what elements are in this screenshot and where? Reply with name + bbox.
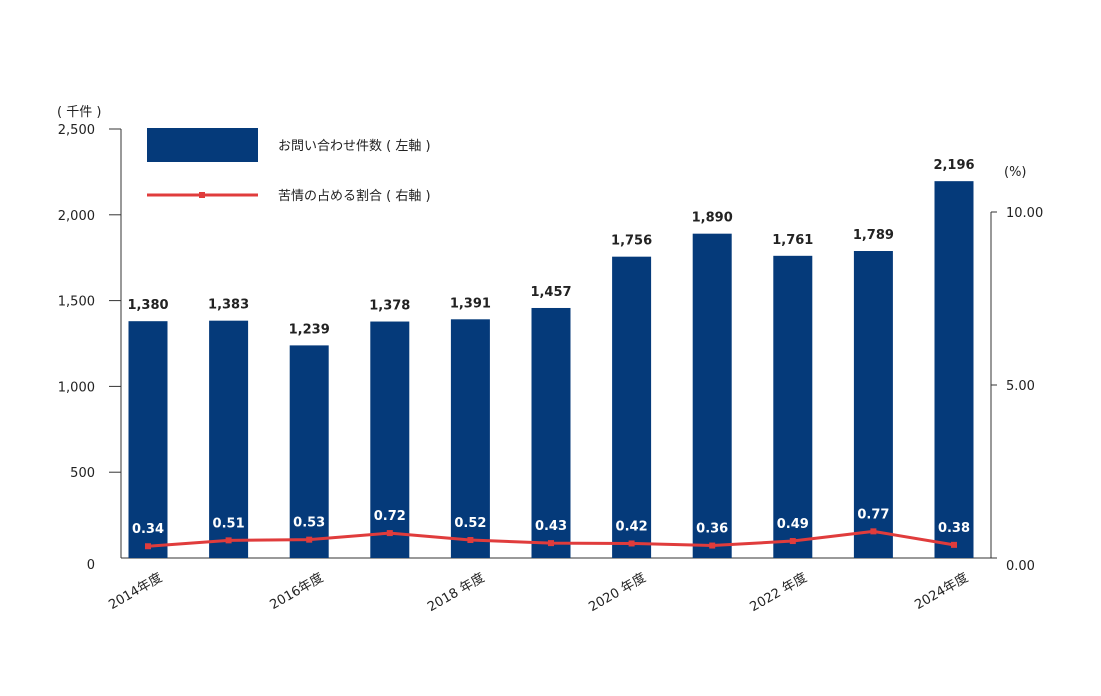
category-label: 2014年度 [106, 570, 165, 613]
line-value-label: 0.43 [535, 519, 567, 534]
legend-line-marker [199, 192, 205, 198]
bar [612, 256, 652, 558]
axes: 0 500 1,000 1,500 2,000 2,500 0.00 5.00 10.00 [58, 123, 1043, 574]
line-value-label: 0.49 [777, 517, 809, 532]
left-axis-unit: ( 千件 ) [57, 105, 101, 120]
bar [853, 251, 893, 558]
line-point [467, 537, 474, 544]
line-labels: 0.34 0.51 0.53 0.72 0.52 0.43 0.42 0.36 0.49 0.77… [132, 507, 970, 537]
line-point [386, 530, 393, 537]
line-point [145, 543, 151, 550]
bar-value-label: 1,391 [450, 296, 491, 311]
bar [289, 345, 329, 558]
bar [128, 321, 168, 558]
bar [450, 319, 490, 558]
bar-value-label: 1,761 [772, 233, 813, 248]
category-labels: 2014年度 2016年度 2018 年度 2020 年度 2022 年度 2024年度 [106, 570, 971, 615]
category-label: 2018 年度 [425, 570, 488, 615]
right-tick-label: 5.00 [1006, 379, 1035, 394]
bar-value-label: 1,383 [208, 298, 249, 313]
category-label: 2024年度 [912, 570, 971, 613]
category-label: 2020 年度 [586, 570, 649, 615]
left-tick-label: 1,500 [58, 295, 95, 310]
bar [692, 233, 732, 558]
bar-value-label: 1,756 [611, 234, 652, 249]
line-value-label: 0.36 [696, 522, 728, 537]
bar-value-label: 1,239 [289, 322, 330, 337]
bar-value-label: 1,890 [692, 211, 733, 226]
bar-value-label: 1,789 [853, 228, 894, 243]
line-value-label: 0.42 [616, 519, 648, 534]
category-label: 2022 年度 [747, 570, 810, 615]
bars [128, 181, 974, 559]
line-point [225, 537, 232, 544]
left-tick-label: 2,000 [58, 209, 95, 224]
right-axis-unit: (%) [1004, 165, 1027, 180]
line-point [709, 542, 716, 549]
legend-line-label: 苦情の占める割合 ( 右軸 ) [278, 188, 431, 204]
line-value-label: 0.53 [293, 516, 325, 531]
bar [209, 320, 249, 558]
right-tick-label: 0.00 [1006, 559, 1035, 574]
left-tick-label: 1,000 [58, 380, 95, 395]
bar-value-label: 1,457 [530, 285, 571, 300]
legend-bar-label: お問い合わせ件数 ( 左軸 ) [278, 139, 431, 154]
line-point [789, 538, 796, 545]
left-tick-label: 500 [70, 466, 95, 481]
line-point [951, 541, 957, 548]
bar-value-label: 1,380 [127, 298, 168, 313]
bar [773, 255, 813, 559]
line-layer [145, 528, 957, 550]
line-value-label: 0.51 [213, 516, 245, 531]
line-value-label: 0.72 [374, 509, 406, 524]
legend-bar-swatch [147, 128, 258, 162]
line-value-label: 0.77 [857, 507, 889, 522]
line-point [628, 540, 635, 547]
category-label: 2016年度 [267, 570, 326, 613]
bar-labels: 1,380 1,383 1,239 1,378 1,391 1,457 1,756 1,890… [127, 158, 974, 337]
left-tick-label: 0 [87, 558, 95, 573]
line-value-label: 0.38 [938, 521, 970, 536]
bar [934, 181, 974, 559]
bar [370, 321, 410, 558]
bar-value-label: 2,196 [933, 158, 974, 173]
bar-value-label: 1,378 [369, 299, 410, 314]
line-point [548, 540, 554, 547]
left-tick-label: 2,500 [58, 123, 95, 138]
line-point [870, 528, 877, 535]
line-point [306, 536, 313, 543]
bar [531, 307, 571, 558]
right-tick-label: 10.00 [1006, 206, 1043, 221]
legend: お問い合わせ件数 ( 左軸 ) 苦情の占める割合 ( 右軸 ) [147, 128, 431, 204]
line-value-label: 0.34 [132, 522, 164, 537]
line-value-label: 0.52 [454, 516, 486, 531]
